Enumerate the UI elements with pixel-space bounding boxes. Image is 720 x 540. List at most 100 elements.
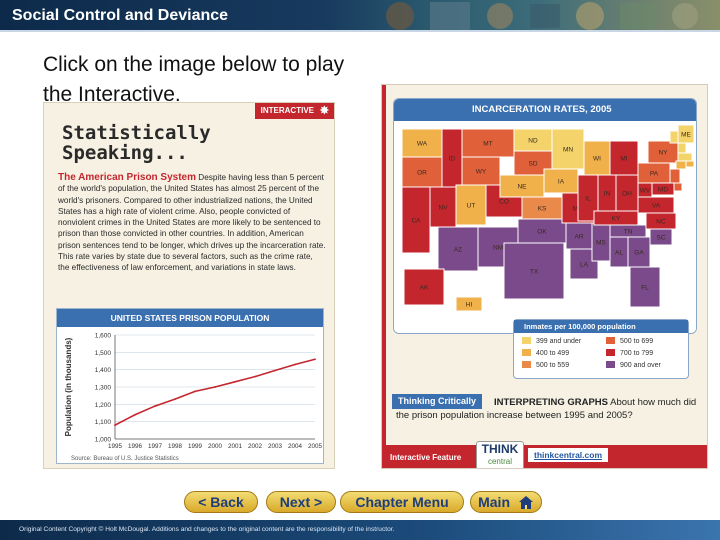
state-ct	[675, 160, 687, 170]
header-bar: Social Control and Deviance	[0, 0, 720, 32]
state-label: NE	[517, 184, 527, 191]
y-tick-label: 1,600	[95, 333, 112, 340]
data-point	[194, 390, 196, 393]
state-label: ME	[681, 132, 691, 139]
state-label: MT	[483, 141, 492, 148]
state-hi	[455, 296, 483, 312]
logo-central: central	[487, 457, 512, 466]
interactive-image-left[interactable]: INTERACTIVE ✸ Statistically Speaking... …	[43, 102, 335, 469]
state-wy	[461, 156, 501, 186]
y-tick-label: 1,100	[95, 419, 112, 426]
next-button[interactable]: Next >	[266, 491, 336, 513]
map-title: INCARCERATION RATES, 2005	[394, 99, 696, 121]
data-point	[314, 358, 316, 361]
state-label: IL	[585, 196, 591, 203]
state-label: AR	[574, 234, 583, 241]
data-point	[174, 398, 176, 401]
state-vt	[669, 130, 679, 144]
state-label: LA	[580, 262, 589, 269]
legend-item: 400 to 499	[522, 349, 569, 358]
interactive-feature-label: Interactive Feature	[390, 453, 462, 462]
legend-item: 900 and over	[606, 361, 661, 370]
state-label: UT	[467, 203, 476, 210]
x-tick-label: 2004	[288, 443, 303, 450]
state-label: IA	[558, 179, 565, 186]
state-label: NY	[658, 150, 668, 157]
data-point	[214, 386, 216, 388]
us-map: WAORCANVIDMTWYUTAZCONMNDSDNEKSOKTXMNIAMO…	[394, 121, 696, 333]
data-point	[234, 380, 236, 383]
x-tick-label: 1998	[168, 443, 183, 450]
x-tick-label: 2005	[308, 443, 323, 450]
map-legend: Inmates per 100,000 population 399 and u…	[513, 319, 689, 379]
interactive-tag: INTERACTIVE ✸	[254, 103, 334, 119]
state-nh	[677, 142, 687, 154]
x-tick-label: 2000	[208, 443, 223, 450]
state-label: TX	[530, 269, 539, 276]
state-label: OK	[537, 229, 547, 236]
state-ak	[403, 268, 445, 306]
state-ri	[685, 160, 695, 168]
state-label: WV	[640, 188, 651, 195]
state-label: MD	[658, 187, 668, 194]
home-icon	[518, 496, 533, 509]
state-label: IN	[604, 191, 611, 198]
state-nj	[669, 168, 681, 184]
data-point	[254, 375, 256, 378]
slide-title: Social Control and Deviance	[12, 7, 229, 24]
header-collage-image	[386, 2, 698, 30]
legend-label: 700 to 799	[620, 350, 654, 357]
state-label: NV	[438, 205, 448, 212]
x-tick-label: 2003	[268, 443, 283, 450]
x-tick-label: 1997	[148, 443, 163, 450]
header-divider	[0, 30, 720, 32]
legend-swatch	[606, 361, 615, 368]
state-label: KY	[612, 216, 621, 223]
state-de	[673, 182, 683, 192]
state-label: WY	[476, 169, 487, 176]
question-text: About how much did the prison population…	[396, 397, 697, 421]
state-label: FL	[641, 285, 649, 292]
intro-instruction: Click on the image below to play the Int…	[43, 53, 345, 106]
x-tick-label: 1996	[128, 443, 143, 450]
state-label: KS	[538, 206, 547, 213]
y-tick-label: 1,500	[95, 350, 112, 357]
state-label: ID	[449, 156, 456, 163]
legend-label: 900 and over	[620, 362, 661, 369]
y-tick-label: 1,300	[95, 385, 112, 392]
thinkcentral-logo: THINK central	[476, 441, 524, 468]
interactive-image-right[interactable]: INCARCERATION RATES, 2005 WA OR CA NV ID MT WY…	[381, 84, 708, 469]
state-fl	[629, 266, 661, 308]
state-label: SD	[528, 161, 537, 168]
series-line-prison-population	[114, 358, 316, 426]
interpreting-graphs-question: INTERPRETING GRAPHS About how much did t…	[396, 396, 700, 422]
prison-population-chart: UNITED STATES PRISON POPULATION Populati…	[56, 308, 324, 464]
article-text: The American Prison System Despite havin…	[58, 172, 326, 274]
question-lead: INTERPRETING GRAPHS	[494, 397, 609, 408]
legend-label: 399 and under	[536, 338, 582, 345]
y-tick-label: 1,200	[95, 402, 112, 409]
main-button[interactable]: Main	[470, 491, 542, 513]
state-ma	[677, 152, 693, 162]
state-label: AL	[615, 250, 623, 257]
statistically-speaking-title: Statistically Speaking...	[62, 122, 211, 164]
chapter-menu-button[interactable]: Chapter Menu	[340, 491, 464, 513]
x-tick-label: 2002	[248, 443, 263, 450]
state-label: OR	[417, 170, 427, 177]
chart-source: Source: Bureau of U.S. Justice Statistic…	[71, 456, 179, 462]
legend-swatch	[606, 337, 615, 344]
legend-label: 500 to 559	[536, 362, 570, 369]
y-axis-label: Population (in thousands)	[64, 337, 73, 436]
y-tick-label: 1,400	[95, 367, 112, 374]
state-label: CO	[499, 199, 509, 206]
state-label: CA	[411, 218, 421, 225]
state-label: ND	[528, 138, 538, 145]
state-label: PA	[650, 171, 659, 178]
interactive-tag-label: INTERACTIVE	[260, 106, 314, 115]
thinkcentral-link[interactable]: thinkcentral.com	[528, 448, 608, 462]
back-button[interactable]: < Back	[184, 491, 258, 513]
state-mi	[609, 140, 639, 176]
panel-accent-bar	[382, 85, 386, 468]
state-label: NM	[493, 245, 503, 252]
state-label: HI	[466, 302, 473, 309]
